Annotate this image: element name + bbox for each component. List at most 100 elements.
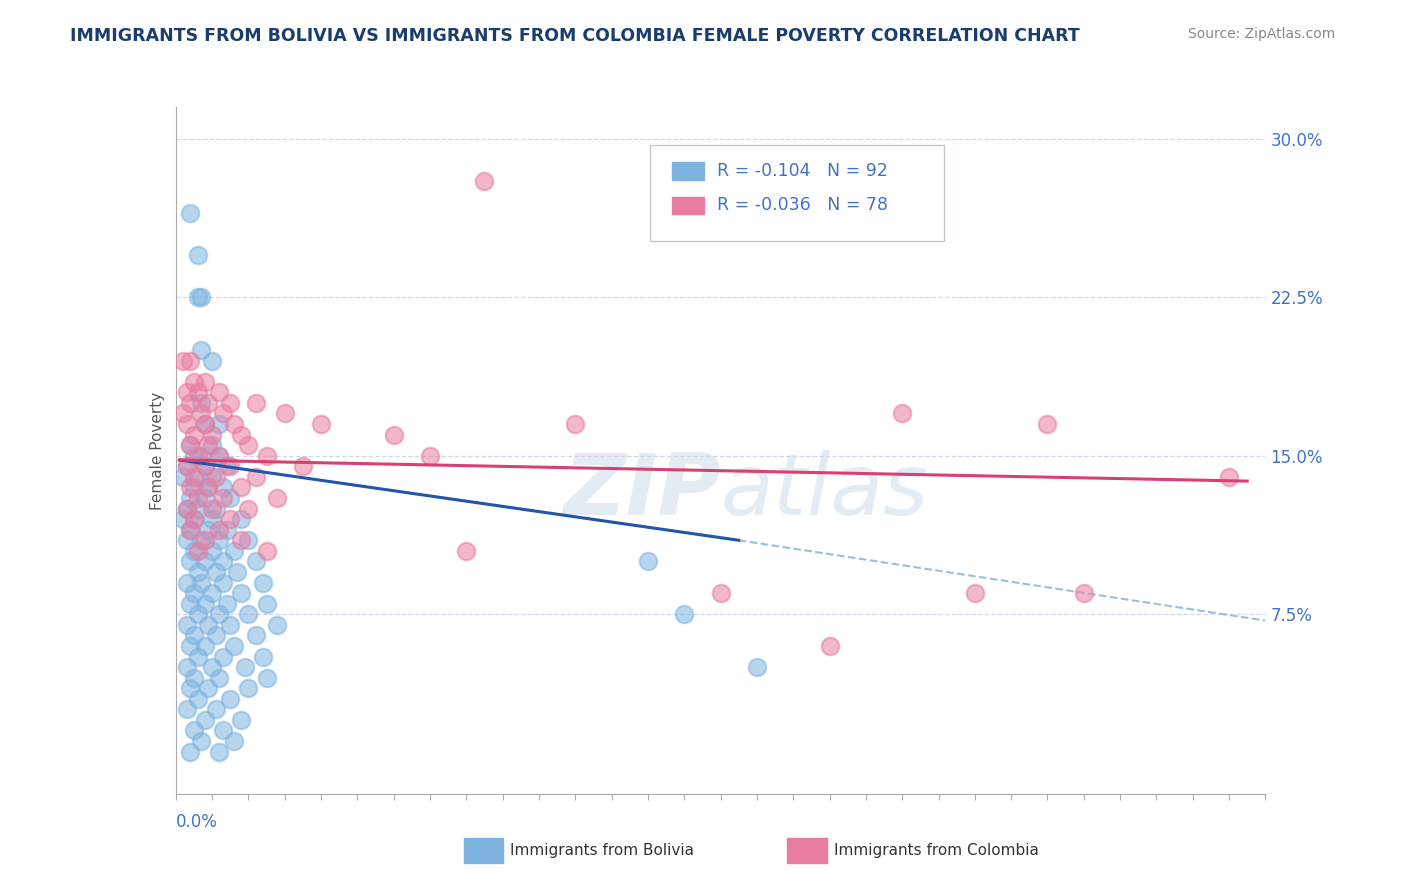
Point	[201, 353, 224, 368]
Point	[179, 205, 201, 219]
Point	[194, 459, 217, 474]
Point	[179, 396, 201, 410]
Point	[197, 438, 219, 452]
Point	[238, 533, 260, 548]
Point	[186, 290, 209, 304]
Point	[231, 713, 253, 727]
Point	[186, 470, 209, 484]
Point	[176, 459, 198, 474]
Point	[201, 438, 224, 452]
Point	[176, 617, 198, 632]
Point	[256, 671, 278, 685]
Point	[274, 407, 297, 421]
Point	[194, 533, 217, 548]
Point	[637, 554, 659, 568]
Point	[183, 375, 205, 389]
Point	[208, 385, 231, 400]
Point	[208, 745, 231, 759]
Point	[219, 617, 242, 632]
Point	[197, 480, 219, 494]
Point	[231, 512, 253, 526]
Point	[190, 396, 212, 410]
Point	[245, 628, 267, 642]
Point	[179, 491, 201, 505]
Point	[183, 512, 205, 526]
Point	[197, 617, 219, 632]
Y-axis label: Female Poverty: Female Poverty	[149, 392, 165, 509]
Point	[186, 649, 209, 664]
Point	[891, 407, 914, 421]
Point	[215, 459, 238, 474]
Point	[179, 353, 201, 368]
Point	[194, 597, 217, 611]
Point	[231, 480, 253, 494]
Point	[208, 449, 231, 463]
Point	[179, 639, 201, 653]
Point	[231, 427, 253, 442]
Point	[183, 544, 205, 558]
Point	[673, 607, 696, 622]
Point	[382, 427, 405, 442]
Point	[208, 449, 231, 463]
Point	[186, 501, 209, 516]
Point	[201, 512, 224, 526]
Point	[183, 470, 205, 484]
Text: R = -0.036   N = 78: R = -0.036 N = 78	[717, 196, 889, 214]
Point	[266, 617, 288, 632]
Text: Immigrants from Colombia: Immigrants from Colombia	[834, 844, 1039, 858]
Point	[183, 449, 205, 463]
Text: R = -0.104   N = 92: R = -0.104 N = 92	[717, 162, 889, 180]
Point	[204, 565, 226, 579]
Point	[197, 480, 219, 494]
Point	[186, 691, 209, 706]
Point	[208, 417, 231, 431]
Point	[208, 607, 231, 622]
Point	[179, 681, 201, 696]
Point	[564, 417, 586, 431]
Point	[745, 660, 768, 674]
Point	[194, 375, 217, 389]
Point	[190, 449, 212, 463]
Point	[194, 639, 217, 653]
Point	[201, 470, 224, 484]
Point	[212, 491, 235, 505]
Point	[172, 353, 194, 368]
Point	[190, 575, 212, 590]
Point	[194, 713, 217, 727]
Point	[231, 533, 253, 548]
Point	[256, 449, 278, 463]
Point	[963, 586, 986, 600]
Point	[183, 512, 205, 526]
Point	[179, 554, 201, 568]
Point	[1073, 586, 1095, 600]
Point	[176, 660, 198, 674]
Point	[194, 417, 217, 431]
Point	[245, 554, 267, 568]
Point	[172, 407, 194, 421]
Point	[208, 523, 231, 537]
Point	[212, 480, 235, 494]
Point	[252, 649, 274, 664]
Point	[194, 491, 217, 505]
Point	[194, 417, 217, 431]
Point	[179, 597, 201, 611]
Point	[204, 628, 226, 642]
Point	[291, 459, 314, 474]
Point	[201, 427, 224, 442]
Point	[179, 523, 201, 537]
Point	[197, 396, 219, 410]
Text: Immigrants from Bolivia: Immigrants from Bolivia	[510, 844, 695, 858]
Point	[190, 533, 212, 548]
Point	[474, 174, 496, 188]
Point	[222, 417, 245, 431]
Point	[710, 586, 733, 600]
Point	[172, 470, 194, 484]
Text: ZIP: ZIP	[562, 450, 721, 533]
Point	[266, 491, 288, 505]
Point	[238, 438, 260, 452]
Point	[183, 671, 205, 685]
Point	[233, 660, 256, 674]
Point	[176, 575, 198, 590]
Point	[222, 734, 245, 748]
Point	[179, 523, 201, 537]
